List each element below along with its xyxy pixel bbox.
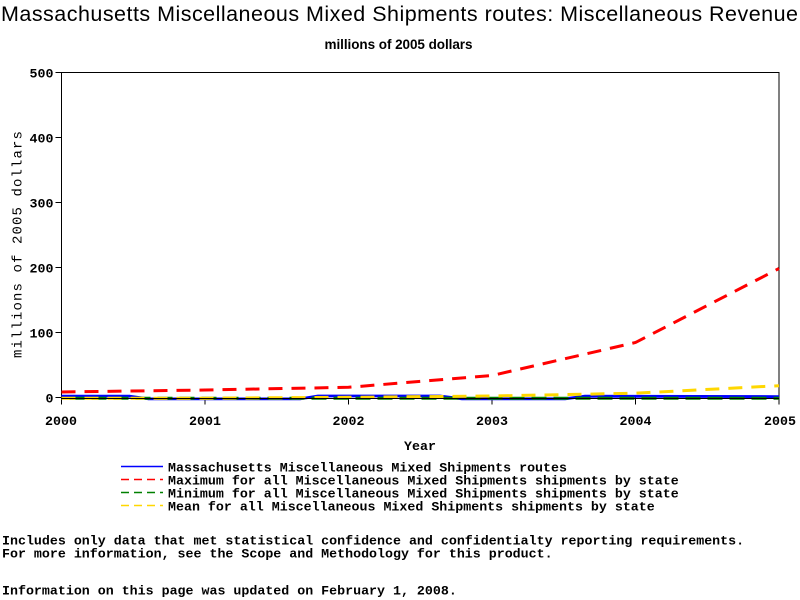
svg-text:Massachusetts Miscellaneous Mi: Massachusetts Miscellaneous Mixed Shipme… [168,461,567,476]
svg-text:2001: 2001 [189,414,221,429]
svg-text:200: 200 [30,262,54,277]
svg-text:2005: 2005 [764,414,796,429]
svg-text:Maximum for all Miscellaneous: Maximum for all Miscellaneous Mixed Ship… [168,474,679,489]
svg-text:400: 400 [30,132,54,147]
svg-text:0: 0 [46,392,54,407]
svg-text:300: 300 [30,197,54,212]
svg-text:2000: 2000 [45,414,77,429]
svg-text:Includes only data that met st: Includes only data that met statistical … [2,534,744,549]
svg-text:Massachusetts Miscellaneous Mi: Massachusetts Miscellaneous Mixed Shipme… [1,2,798,26]
svg-text:millions of 2005 dollars: millions of 2005 dollars [325,37,473,52]
svg-text:For more information, see the: For more information, see the Scope and … [2,547,553,562]
svg-text:2004: 2004 [620,414,652,429]
svg-text:Mean for all Miscellaneous Mix: Mean for all Miscellaneous Mixed Shipmen… [168,500,655,515]
svg-text:100: 100 [30,327,54,342]
svg-text:Year: Year [404,439,436,454]
svg-text:Minimum for all Miscellaneous: Minimum for all Miscellaneous Mixed Ship… [168,487,679,502]
svg-text:2002: 2002 [333,414,365,429]
svg-text:500: 500 [30,67,54,82]
svg-text:Information on this page was u: Information on this page was updated on … [2,584,457,599]
svg-text:millions of 2005 dollars: millions of 2005 dollars [11,130,27,358]
svg-text:2003: 2003 [476,414,508,429]
